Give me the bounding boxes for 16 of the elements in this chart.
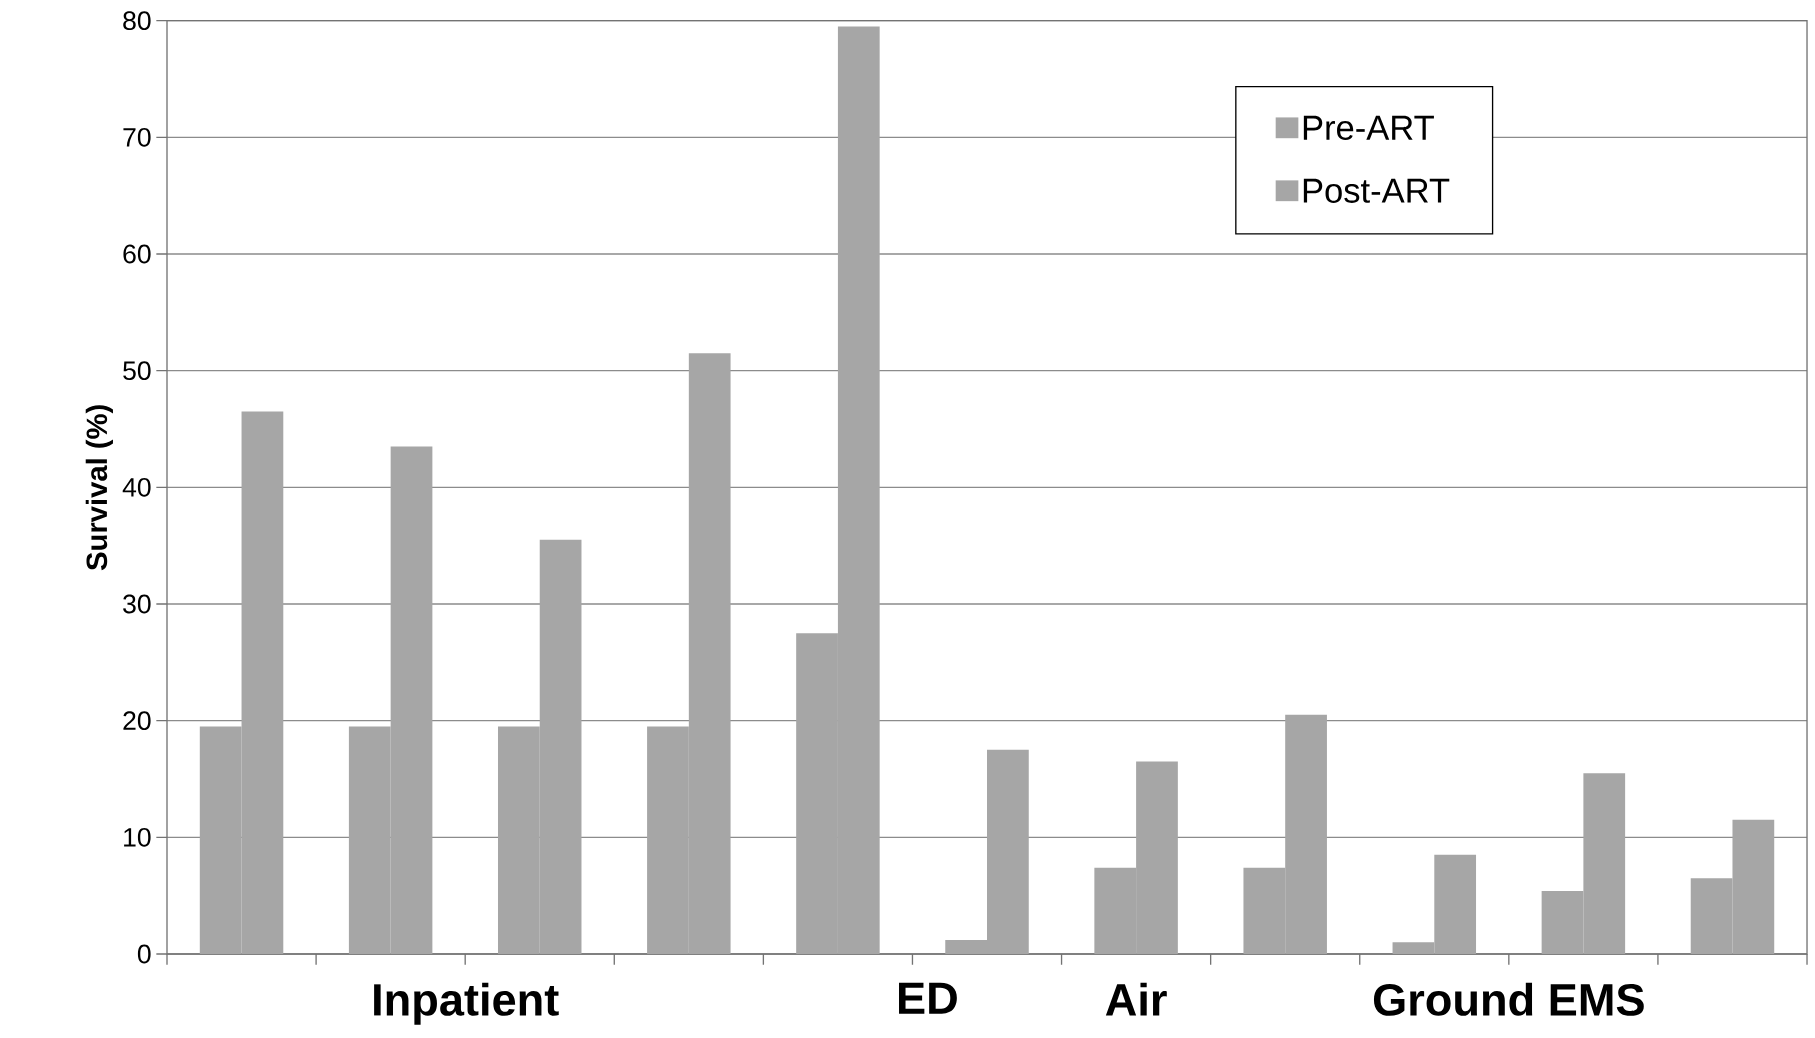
text: Inpatient: [374, 982, 559, 1025]
text: Air: [1105, 982, 1167, 1016]
text: Ground EMS: [1373, 982, 1644, 1016]
y-tick-label: 70: [123, 127, 151, 147]
y-tick-label: 60: [123, 244, 151, 264]
y-axis-title: Survival (%): [85, 405, 113, 571]
y-tick-label: 20: [123, 711, 151, 731]
y-tick-label: 50: [123, 361, 151, 381]
y-tick-label: 0: [137, 944, 151, 964]
legend-label: Post-ART: [1303, 178, 1450, 203]
legend-label: Pre-ART: [1303, 115, 1434, 140]
text: ED: [899, 982, 957, 1014]
y-tick-label: 30: [123, 594, 151, 614]
y-tick-label: 10: [124, 827, 151, 847]
y-tick-label: 40: [122, 477, 151, 497]
y-tick-label: 80: [123, 11, 151, 31]
